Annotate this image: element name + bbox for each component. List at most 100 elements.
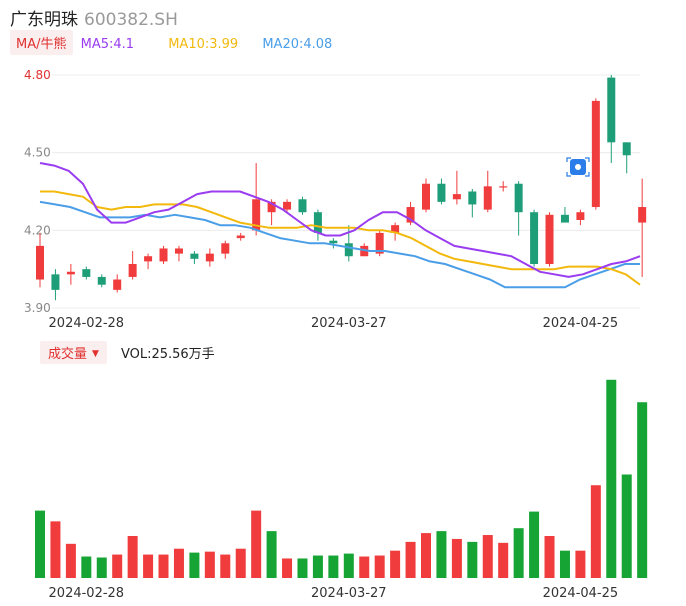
ma20-line: [39, 200, 640, 289]
date-tick-label: 2024-03-27: [311, 586, 387, 601]
candle: [113, 274, 122, 293]
candle: [437, 178, 446, 205]
volume-bar: [282, 558, 293, 578]
volume-bar: [96, 557, 107, 578]
candle: [422, 178, 430, 213]
candle: [283, 199, 292, 213]
volume-bar: [575, 550, 586, 578]
volume-bar: [328, 555, 339, 578]
volume-bar: [467, 541, 478, 578]
price-tick-label: 3.90: [24, 301, 51, 315]
volume-bar: [359, 556, 370, 578]
volume-bar: [451, 538, 462, 578]
volume-bar: [374, 555, 385, 578]
volume-bar: [343, 553, 354, 578]
date-tick-label: 2024-03-27: [311, 316, 387, 331]
ma5-line: [39, 162, 641, 278]
candle: [344, 225, 353, 262]
candle: [530, 209, 539, 267]
volume-bar: [189, 552, 200, 578]
candle: [576, 209, 585, 226]
volume-indicator-select[interactable]: 成交量 ▼: [40, 341, 107, 364]
candle: [607, 75, 616, 164]
volume-bar: [266, 531, 277, 578]
candle: [452, 170, 461, 205]
ma-legend: MA/牛熊 MA5:4.1 MA10:3.99 MA20:4.08: [10, 30, 333, 55]
caret-down-icon: ▼: [92, 349, 99, 359]
stock-name: 广东明珠: [10, 10, 78, 30]
volume-bar: [35, 510, 45, 578]
ma10-line: [40, 190, 641, 286]
price-tick-label: 4.80: [24, 68, 51, 82]
ma10-label: MA10:3.99: [168, 37, 239, 52]
candle: [82, 266, 91, 280]
candle: [252, 163, 261, 236]
ma5-label: MA5:4.1: [80, 37, 135, 52]
volume-bar: [421, 533, 431, 578]
candle: [406, 201, 415, 226]
date-tick-label: 2024-02-28: [49, 586, 125, 601]
candle: [329, 238, 338, 249]
candle: [36, 232, 44, 288]
volume-bar: [606, 379, 617, 578]
candle: [97, 274, 106, 288]
volume-bar: [529, 511, 540, 578]
date-tick-label: 2024-04-25: [543, 316, 619, 331]
volume-bar: [65, 543, 76, 578]
candle: [483, 170, 492, 213]
candle: [638, 178, 647, 277]
candle: [128, 251, 137, 280]
candle: [159, 245, 168, 264]
volume-bar: [204, 551, 215, 578]
candle: [144, 253, 153, 270]
volume-bar: [158, 554, 169, 578]
volume-bar: [544, 536, 555, 578]
price-tick-label: 4.50: [24, 146, 51, 160]
volume-bar: [112, 554, 123, 578]
candle: [591, 98, 600, 210]
volume-bar: [81, 556, 92, 578]
volume-bar: [50, 521, 61, 578]
volume-indicator-label: 成交量: [48, 347, 88, 362]
date-tick-label: 2024-04-25: [543, 586, 619, 601]
ma20-label: MA20:4.08: [262, 37, 333, 52]
volume-bar: [235, 548, 246, 578]
candle: [51, 269, 60, 301]
volume-bar: [143, 554, 154, 578]
volume-bar: [405, 541, 416, 578]
volume-bar: [621, 474, 632, 578]
volume-bar: [513, 528, 524, 578]
candle: [174, 245, 183, 262]
event-marker-icon[interactable]: [566, 157, 590, 177]
candle: [66, 263, 75, 285]
volume-value: VOL:25.56万手: [120, 347, 215, 362]
candle: [221, 240, 230, 259]
volume-bar: [251, 510, 262, 578]
volume-bar: [482, 535, 493, 578]
volume-bar: [637, 402, 648, 578]
volume-bar: [127, 536, 138, 578]
candle: [622, 142, 631, 174]
candle: [468, 188, 477, 218]
candle: [298, 196, 307, 215]
volume-bar: [590, 485, 601, 578]
candle: [236, 232, 245, 241]
volume-bar: [173, 548, 184, 578]
stock-header: 广东明珠 600382.SH: [10, 5, 178, 30]
candle: [313, 209, 322, 241]
candle: [375, 230, 384, 257]
candle: [499, 181, 508, 192]
volume-bar: [297, 558, 308, 578]
volume-bar: [436, 531, 447, 578]
stock-code: 600382.SH: [84, 10, 178, 30]
volume-bar: [559, 550, 570, 578]
ma-mode-toggle[interactable]: MA/牛熊: [10, 30, 73, 55]
volume-legend: 成交量 ▼ VOL:25.56万手: [40, 341, 215, 364]
date-tick-label: 2024-02-28: [49, 316, 125, 331]
candle: [205, 248, 214, 267]
volume-bar: [390, 550, 401, 578]
candle: [190, 251, 199, 264]
candle: [514, 181, 523, 236]
candle: [560, 207, 569, 223]
